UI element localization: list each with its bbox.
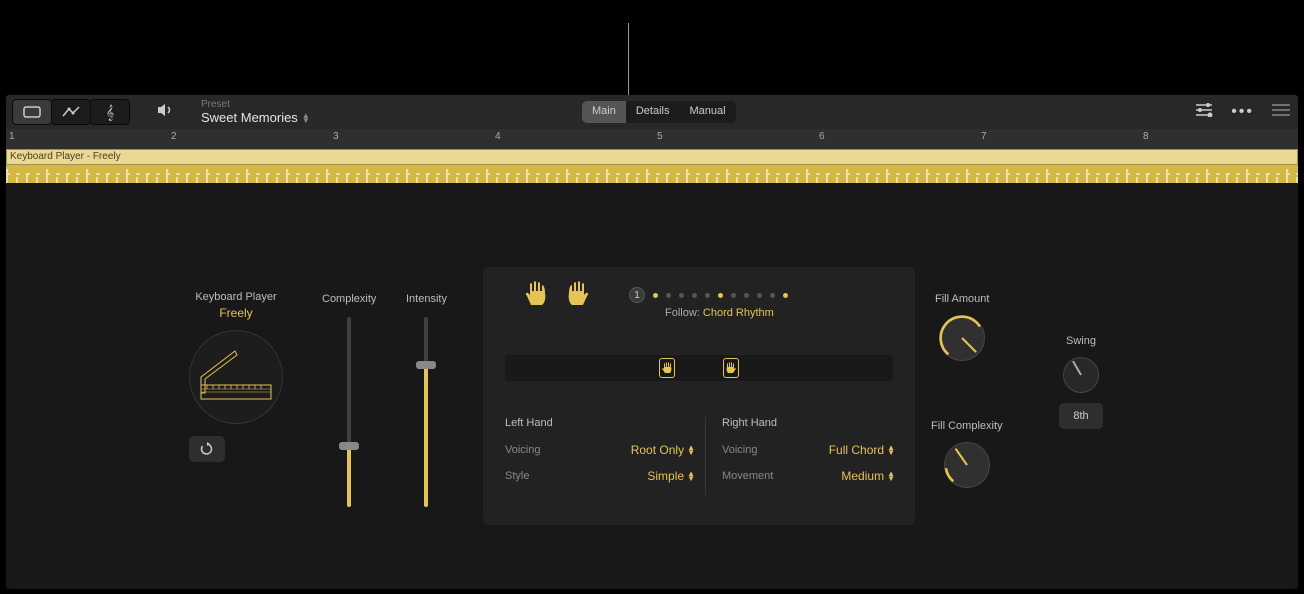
right-movement-value[interactable]: Medium▲▼: [841, 469, 895, 483]
complexity-slider[interactable]: [347, 317, 351, 507]
instrument-image[interactable]: [189, 330, 283, 424]
complexity-slider-block: Complexity: [322, 293, 376, 507]
ruler-number: 1: [9, 131, 15, 142]
pattern-selector[interactable]: 1: [629, 287, 788, 303]
swing-label: Swing: [1059, 335, 1103, 347]
right-movement-label: Movement: [722, 470, 773, 482]
pattern-dot[interactable]: [770, 293, 775, 298]
pattern-dot[interactable]: [731, 293, 736, 298]
editor-window: 𝄞 Preset Sweet Memories ▲▼ Main Details …: [6, 95, 1298, 589]
tab-main[interactable]: Main: [582, 101, 626, 123]
left-voicing-value[interactable]: Root Only▲▼: [631, 443, 695, 457]
keyboard-player-label: Keyboard Player: [189, 291, 283, 303]
follow-label: Follow:: [665, 307, 700, 319]
follow-value: Chord Rhythm: [703, 307, 774, 319]
left-style-value[interactable]: Simple▲▼: [647, 469, 695, 483]
fill-complexity-label: Fill Complexity: [931, 420, 1003, 432]
fill-amount-block: Fill Amount: [935, 293, 989, 361]
intensity-slider-block: Intensity: [406, 293, 447, 507]
ruler-number: 8: [1143, 131, 1149, 142]
region-content[interactable]: [6, 165, 1298, 183]
pattern-dot[interactable]: [744, 293, 749, 298]
timeline-ruler[interactable]: 1 2 3 4 5 6 7 8: [6, 129, 1298, 149]
left-hand-icon[interactable]: [525, 281, 547, 307]
ruler-number: 4: [495, 131, 501, 142]
preset-value: Sweet Memories: [201, 110, 298, 125]
regenerate-button[interactable]: [189, 436, 225, 462]
more-icon[interactable]: •••: [1231, 103, 1254, 121]
pattern-dot[interactable]: [653, 293, 658, 298]
region-header[interactable]: Keyboard Player - Freely: [6, 149, 1298, 165]
pattern-right-hand-icon[interactable]: [723, 358, 739, 378]
right-voicing-value[interactable]: Full Chord▲▼: [829, 443, 895, 457]
right-hand-section: Right Hand Voicing Full Chord▲▼ Movement…: [705, 417, 895, 495]
fill-amount-knob[interactable]: [939, 315, 985, 361]
left-hand-section: Left Hand Voicing Root Only▲▼ Style Simp…: [505, 417, 695, 495]
view-mode-region-button[interactable]: [12, 99, 52, 125]
preset-label: Preset: [201, 99, 310, 110]
pattern-dot[interactable]: [679, 293, 684, 298]
ruler-number: 2: [171, 131, 177, 142]
ruler-number: 7: [981, 131, 987, 142]
swing-knob[interactable]: [1063, 357, 1099, 393]
pattern-dot[interactable]: [718, 293, 723, 298]
left-hand-title: Left Hand: [505, 417, 695, 429]
pattern-dot[interactable]: [666, 293, 671, 298]
right-hand-icon[interactable]: [567, 281, 589, 307]
preset-selector[interactable]: Preset Sweet Memories ▲▼: [201, 99, 310, 125]
tab-manual[interactable]: Manual: [679, 101, 735, 123]
right-voicing-label: Voicing: [722, 444, 757, 456]
follow-row[interactable]: Follow: Chord Rhythm: [665, 307, 774, 319]
intensity-label: Intensity: [406, 293, 447, 305]
ruler-number: 6: [819, 131, 825, 142]
pattern-number[interactable]: 1: [629, 287, 645, 303]
pattern-dot[interactable]: [757, 293, 762, 298]
pattern-strip[interactable]: [505, 355, 893, 381]
pattern-panel: 1 Follow: Chord Rhythm Left Hand Voicing…: [483, 267, 915, 525]
ruler-number: 5: [657, 131, 663, 142]
toolbar: 𝄞 Preset Sweet Memories ▲▼ Main Details …: [6, 95, 1298, 129]
region-name: Keyboard Player - Freely: [10, 151, 121, 162]
menu-icon[interactable]: [1272, 103, 1290, 121]
intensity-slider[interactable]: [424, 317, 428, 507]
ruler-number: 3: [333, 131, 339, 142]
settings-icon[interactable]: [1195, 103, 1213, 122]
hand-icons: [525, 281, 589, 307]
fill-amount-label: Fill Amount: [935, 293, 989, 305]
pattern-dot[interactable]: [692, 293, 697, 298]
keyboard-player-style[interactable]: Freely: [189, 306, 283, 320]
pattern-dot[interactable]: [783, 293, 788, 298]
tab-details[interactable]: Details: [626, 101, 680, 123]
keyboard-player-section: Keyboard Player Freely: [189, 291, 283, 462]
pattern-dot[interactable]: [705, 293, 710, 298]
pattern-left-hand-icon[interactable]: [659, 358, 675, 378]
fill-complexity-block: Fill Complexity: [931, 420, 1003, 488]
fill-complexity-knob[interactable]: [944, 442, 990, 488]
right-hand-title: Right Hand: [722, 417, 895, 429]
view-mode-automation-button[interactable]: [51, 99, 91, 125]
swing-resolution-button[interactable]: 8th: [1059, 403, 1103, 429]
left-voicing-label: Voicing: [505, 444, 540, 456]
left-style-label: Style: [505, 470, 529, 482]
view-mode-score-button[interactable]: 𝄞: [90, 99, 130, 125]
swing-block: Swing 8th: [1059, 335, 1103, 429]
complexity-label: Complexity: [322, 293, 376, 305]
view-tabs: Main Details Manual: [582, 101, 736, 123]
audition-button[interactable]: [157, 103, 187, 122]
